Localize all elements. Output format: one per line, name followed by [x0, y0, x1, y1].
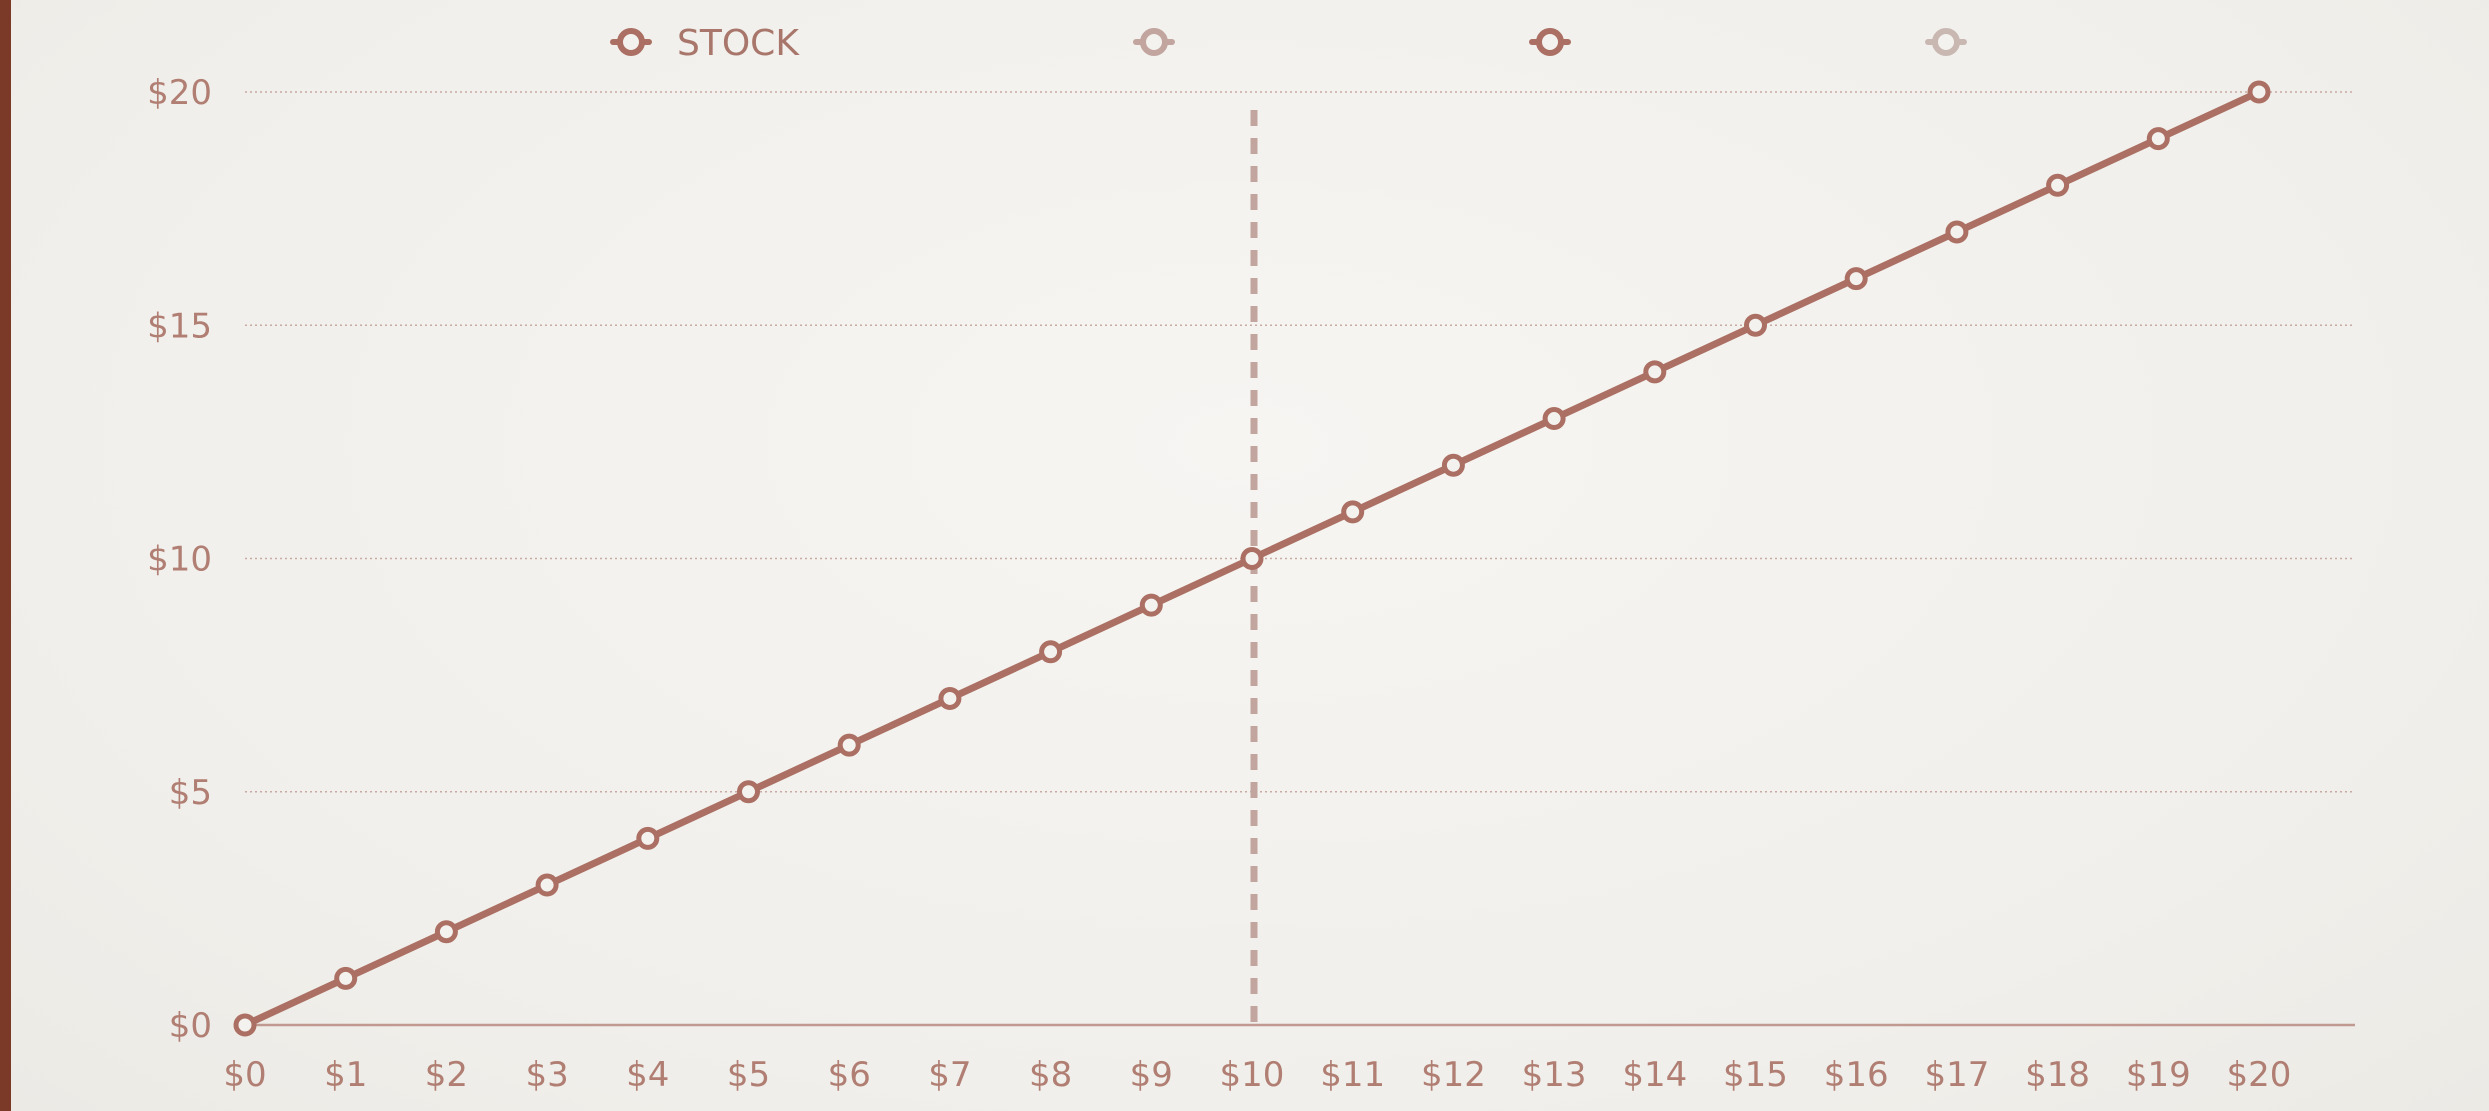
legend-label-stock: STOCK [677, 23, 800, 64]
x-tick-label: $4 [626, 1055, 669, 1095]
x-tick-label: $17 [1924, 1055, 1989, 1095]
x-tick-label: $1 [324, 1055, 367, 1095]
x-tick-label: $2 [425, 1055, 468, 1095]
x-tick-label: $16 [1824, 1055, 1889, 1095]
series-layer [233, 80, 2271, 1037]
x-tick-label: $13 [1522, 1055, 1587, 1095]
x-tick-label: $11 [1320, 1055, 1385, 1095]
legend-marker [617, 28, 645, 56]
x-tick-label: $15 [1723, 1055, 1788, 1095]
data-point [1341, 500, 1365, 524]
data-point [1643, 360, 1667, 384]
x-tick-label: $12 [1421, 1055, 1486, 1095]
data-point [636, 826, 660, 850]
y-tick-label: $20 [147, 73, 212, 113]
tick-label-layer: $0 $5 $10 $15 $20 $0 $1 $2 $3 $4 $5 $6 $7 $8 $9 $10 $11 $… [147, 73, 2291, 1095]
data-point [2247, 80, 2271, 104]
x-tick-label: $10 [1220, 1055, 1285, 1095]
data-point [1945, 220, 1969, 244]
data-point [1542, 407, 1566, 431]
data-point [2046, 173, 2070, 197]
grid-layer [245, 91, 2355, 793]
y-tick-label: $5 [169, 773, 212, 813]
x-tick-label: $14 [1622, 1055, 1687, 1095]
y-tick-label: $10 [147, 540, 212, 580]
legend-marker [1932, 28, 1960, 56]
data-point [737, 780, 760, 804]
data-point [1240, 547, 1264, 570]
data-point [1844, 267, 1868, 291]
y-tick-label: $0 [169, 1006, 212, 1046]
x-tick-label: $8 [1029, 1055, 1072, 1095]
x-tick-label: $18 [2025, 1055, 2090, 1095]
data-point [837, 733, 861, 757]
data-point [938, 686, 962, 710]
data-point [1744, 313, 1767, 337]
legend-marker [1140, 28, 1168, 56]
data-point [1441, 453, 1465, 477]
y-tick-label: $15 [147, 306, 212, 346]
left-edge-bar [0, 0, 11, 1111]
legend: STOCK [610, 23, 1967, 64]
data-point [434, 920, 458, 944]
legend-marker [1536, 28, 1564, 56]
data-point [233, 1013, 257, 1037]
x-tick-label: $20 [2227, 1055, 2292, 1095]
data-point [535, 873, 559, 897]
data-point [1139, 593, 1163, 617]
data-point [2146, 127, 2170, 151]
x-tick-label: $6 [828, 1055, 871, 1095]
x-tick-label: $3 [525, 1055, 568, 1095]
x-tick-label: $7 [928, 1055, 971, 1095]
x-tick-label: $9 [1130, 1055, 1173, 1095]
x-tick-label: $5 [727, 1055, 770, 1095]
data-point [334, 966, 358, 990]
x-tick-label: $0 [223, 1055, 266, 1095]
data-point [1039, 640, 1063, 664]
x-tick-label: $19 [2126, 1055, 2191, 1095]
